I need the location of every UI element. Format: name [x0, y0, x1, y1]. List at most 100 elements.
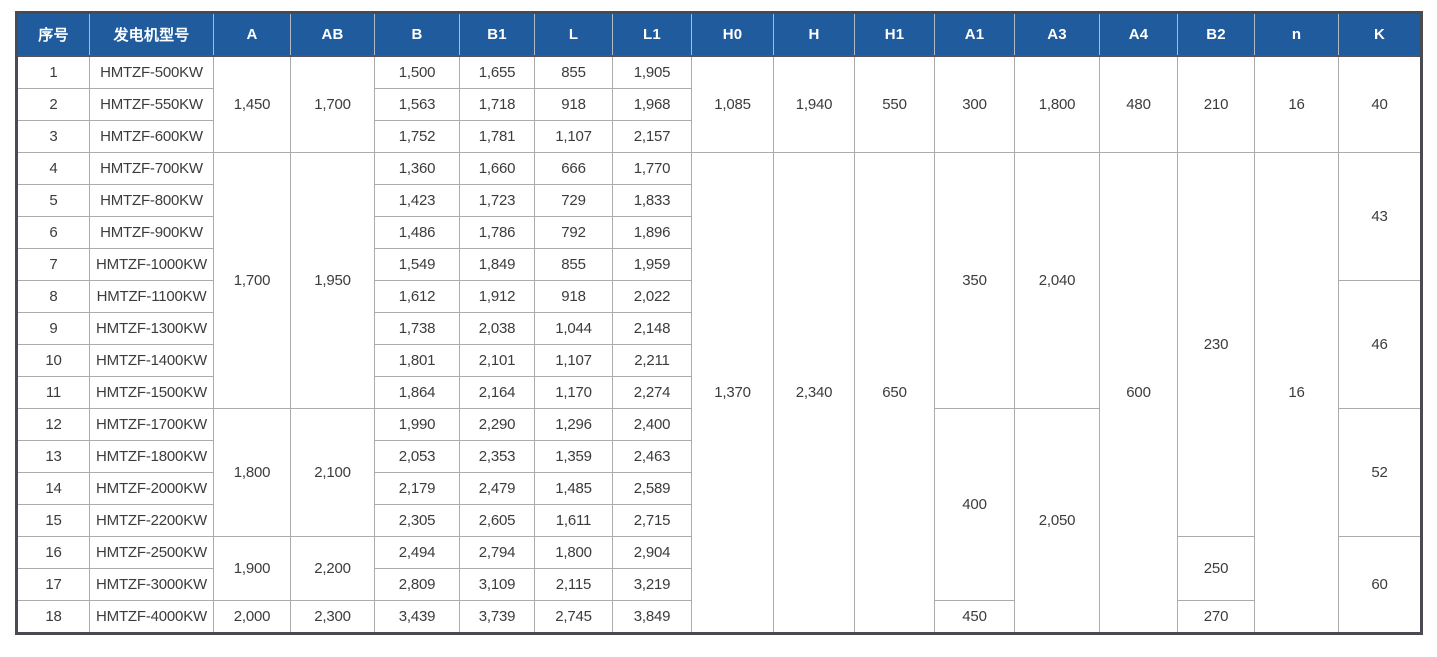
column-header-l1: L1	[612, 12, 692, 57]
value-cell: 1,786	[459, 216, 535, 249]
value-cell: 3,219	[612, 568, 692, 601]
value-cell: 2,164	[459, 376, 535, 409]
value-cell: 1,486	[374, 216, 460, 249]
table-row: 15 HMTZF-2200KW 2,305 2,605 1,611 2,715	[16, 504, 1422, 537]
value-cell: 1,359	[534, 440, 613, 473]
value-cell: 1,611	[534, 504, 613, 537]
row-index-cell: 18	[16, 600, 90, 634]
value-cell: 2,179	[374, 472, 460, 505]
value-cell: 1,738	[374, 312, 460, 345]
column-header-a: A	[213, 12, 291, 57]
column-header-a1: A1	[934, 12, 1015, 57]
value-cell: 1,500	[374, 55, 460, 89]
generator-spec-table: 序号 发电机型号 A AB B B1 L L1 H0 H H1 A1 A3 A4 B2 n K 1 HMTZF-5…	[15, 11, 1423, 635]
value-cell: 1,450	[213, 55, 291, 153]
value-cell: 2,605	[459, 504, 535, 537]
value-cell: 230	[1177, 152, 1255, 537]
value-cell: 918	[534, 280, 613, 313]
value-cell: 2,148	[612, 312, 692, 345]
value-cell: 1,781	[459, 120, 535, 153]
row-index-cell: 12	[16, 408, 90, 441]
model-cell: HMTZF-800KW	[89, 184, 214, 217]
table-row: 2 HMTZF-550KW 1,563 1,718 918 1,968	[16, 88, 1422, 121]
value-cell: 2,809	[374, 568, 460, 601]
value-cell: 450	[934, 600, 1015, 634]
row-index-cell: 15	[16, 504, 90, 537]
value-cell: 3,439	[374, 600, 460, 634]
value-cell: 1,549	[374, 248, 460, 281]
value-cell: 2,040	[1014, 152, 1100, 409]
table-row: 9 HMTZF-1300KW 1,738 2,038 1,044 2,148	[16, 312, 1422, 345]
value-cell: 2,745	[534, 600, 613, 634]
value-cell: 2,050	[1014, 408, 1100, 634]
column-header-a3: A3	[1014, 12, 1100, 57]
value-cell: 2,479	[459, 472, 535, 505]
table-row: 17 HMTZF-3000KW 2,809 3,109 2,115 3,219	[16, 568, 1422, 601]
value-cell: 210	[1177, 55, 1255, 153]
value-cell: 666	[534, 152, 613, 185]
value-cell: 2,053	[374, 440, 460, 473]
table-body: 1 HMTZF-500KW 1,450 1,700 1,500 1,655 855 1,905…	[16, 55, 1422, 634]
value-cell: 1,940	[773, 55, 855, 153]
column-header-b1: B1	[459, 12, 535, 57]
value-cell: 300	[934, 55, 1015, 153]
row-index-cell: 5	[16, 184, 90, 217]
value-cell: 1,718	[459, 88, 535, 121]
value-cell: 2,715	[612, 504, 692, 537]
value-cell: 2,340	[773, 152, 855, 634]
model-cell: HMTZF-1100KW	[89, 280, 214, 313]
value-cell: 2,157	[612, 120, 692, 153]
value-cell: 1,959	[612, 248, 692, 281]
table-header: 序号 发电机型号 A AB B B1 L L1 H0 H H1 A1 A3 A4 B2 n K	[16, 12, 1422, 57]
column-header-a4: A4	[1099, 12, 1178, 57]
table-row: 4 HMTZF-700KW 1,700 1,950 1,360 1,660 666 1,770…	[16, 152, 1422, 634]
column-header-h: H	[773, 12, 855, 57]
value-cell: 1,770	[612, 152, 692, 185]
row-index-cell: 2	[16, 88, 90, 121]
value-cell: 2,290	[459, 408, 535, 441]
value-cell: 2,211	[612, 344, 692, 377]
value-cell: 600	[1099, 152, 1178, 634]
model-cell: HMTZF-2200KW	[89, 504, 214, 537]
value-cell: 1,485	[534, 472, 613, 505]
value-cell: 480	[1099, 55, 1178, 153]
value-cell: 2,022	[612, 280, 692, 313]
model-cell: HMTZF-1800KW	[89, 440, 214, 473]
value-cell: 16	[1254, 152, 1339, 634]
column-header-b: B	[374, 12, 460, 57]
value-cell: 1,990	[374, 408, 460, 441]
column-header-ab: AB	[290, 12, 375, 57]
table-row: 13 HMTZF-1800KW 2,053 2,353 1,359 2,463	[16, 440, 1422, 473]
value-cell: 918	[534, 88, 613, 121]
value-cell: 1,950	[290, 152, 375, 409]
value-cell: 2,300	[290, 600, 375, 634]
table-row: 18 HMTZF-4000KW 2,000 2,300 3,439 3,739 2,745 3…	[16, 600, 1422, 634]
value-cell: 1,801	[374, 344, 460, 377]
value-cell: 1,360	[374, 152, 460, 185]
column-header-l: L	[534, 12, 613, 57]
value-cell: 270	[1177, 600, 1255, 634]
value-cell: 1,612	[374, 280, 460, 313]
model-cell: HMTZF-4000KW	[89, 600, 214, 634]
model-cell: HMTZF-1300KW	[89, 312, 214, 345]
row-index-cell: 10	[16, 344, 90, 377]
value-cell: 1,655	[459, 55, 535, 89]
value-cell: 1,752	[374, 120, 460, 153]
model-cell: HMTZF-550KW	[89, 88, 214, 121]
value-cell: 350	[934, 152, 1015, 409]
value-cell: 1,370	[691, 152, 774, 634]
value-cell: 1,107	[534, 344, 613, 377]
value-cell: 2,353	[459, 440, 535, 473]
column-header-h1: H1	[854, 12, 935, 57]
value-cell: 1,833	[612, 184, 692, 217]
value-cell: 1,905	[612, 55, 692, 89]
column-header-b2: B2	[1177, 12, 1255, 57]
table-row: 1 HMTZF-500KW 1,450 1,700 1,500 1,655 855 1,905…	[16, 55, 1422, 153]
model-cell: HMTZF-2000KW	[89, 472, 214, 505]
table-row: 16 HMTZF-2500KW 1,900 2,200 2,494 2,794 1,800 2…	[16, 536, 1422, 634]
value-cell: 1,170	[534, 376, 613, 409]
value-cell: 46	[1338, 280, 1422, 409]
value-cell: 1,968	[612, 88, 692, 121]
model-cell: HMTZF-3000KW	[89, 568, 214, 601]
value-cell: 729	[534, 184, 613, 217]
